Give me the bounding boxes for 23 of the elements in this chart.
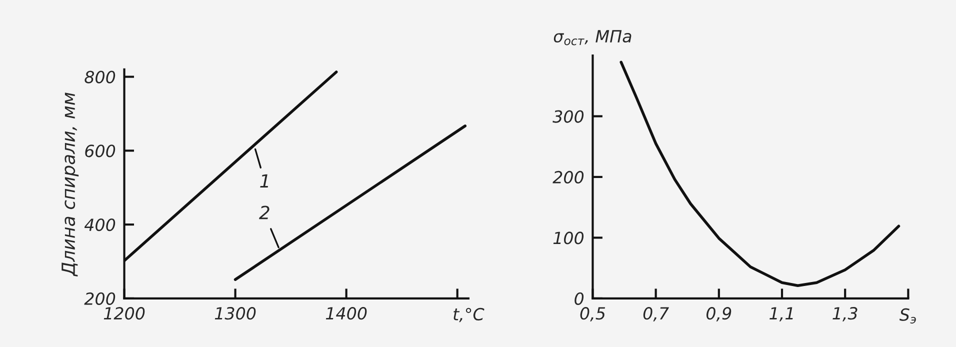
y-tick-label: 800 bbox=[84, 70, 116, 84]
x-tick-label: 0,9 bbox=[706, 307, 732, 322]
y-axis-title: σ$_{ост}$, МПа bbox=[554, 30, 632, 46]
y-tick-label: 0 bbox=[574, 292, 584, 305]
x-axis-title: S$_{э}$ bbox=[899, 308, 916, 324]
y-tick-label: 100 bbox=[553, 232, 584, 244]
x-tick-label: 1,1 bbox=[770, 307, 793, 322]
line-series bbox=[620, 60, 900, 288]
x-tick-label: 1300 bbox=[214, 307, 256, 320]
y-tick-label: 400 bbox=[84, 218, 116, 232]
annotation: 2 bbox=[259, 206, 270, 220]
x-tick-label: 0,5 bbox=[580, 307, 606, 322]
y-tick-label: 300 bbox=[552, 110, 584, 123]
x-tick-label: 1400 bbox=[326, 307, 367, 320]
x-tick-label: 1200 bbox=[104, 307, 145, 320]
y-tick-label: 200 bbox=[552, 170, 584, 184]
x-tick-label: 1,3 bbox=[832, 307, 858, 322]
x-tick-label: 0,7 bbox=[643, 307, 669, 322]
y-tick-label: 600 bbox=[85, 144, 116, 158]
x-axis-title: t,°C bbox=[454, 308, 484, 322]
y-tick-label: 200 bbox=[84, 292, 116, 305]
annotation: 1 bbox=[260, 174, 268, 188]
y-axis-title: Длина спирали, мм bbox=[62, 92, 79, 277]
